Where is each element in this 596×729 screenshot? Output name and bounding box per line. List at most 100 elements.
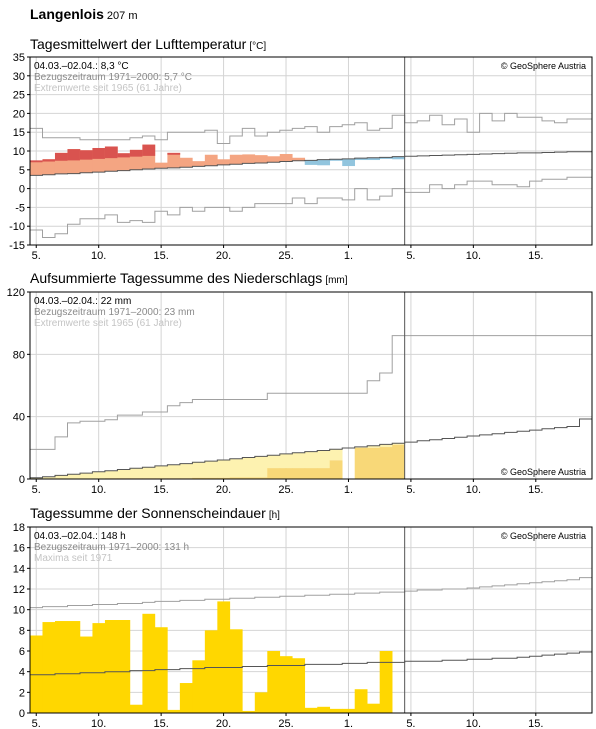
precipitation-deficit-bar <box>317 450 331 469</box>
y-tick-label: 30 <box>13 71 25 83</box>
temperature-anomaly-strong <box>42 159 56 162</box>
temperature-anomaly-bar <box>317 159 331 166</box>
x-tick-label: 20. <box>216 484 231 496</box>
sunshine-bar <box>154 627 168 713</box>
x-tick-label: 10. <box>91 718 106 729</box>
x-tick-label: 25. <box>278 718 293 729</box>
temperature-anomaly-bar <box>329 159 343 161</box>
station-name: Langenlois <box>30 6 104 22</box>
y-tick-label: 0 <box>19 474 25 486</box>
precipitation-deficit-bar <box>92 471 106 479</box>
legend-entry: Extremwerte seit 1965 (61 Jahre) <box>34 318 182 329</box>
precipitation-base-bar <box>267 468 281 479</box>
precipitation-chart-title: Aufsummierte Tagessumme des Niederschlag… <box>30 270 348 286</box>
x-tick-label: 10. <box>466 484 481 496</box>
x-tick-label: 1. <box>344 484 353 496</box>
sunshine-bar <box>329 708 343 713</box>
precipitation-base-bar <box>354 447 368 479</box>
y-tick-label: 35 <box>13 52 25 64</box>
y-tick-label: 10 <box>13 146 25 158</box>
y-tick-label: 0 <box>19 708 25 720</box>
sunshine-bar <box>179 683 193 713</box>
precipitation-deficit-bar <box>367 445 380 448</box>
temperature-chart-title: Tagesmittelwert der Lufttemperatur [°C] <box>30 36 266 52</box>
temperature-title-text: Tagesmittelwert der Lufttemperatur <box>30 36 247 52</box>
precipitation-deficit-bar <box>229 458 243 478</box>
y-tick-label: 14 <box>13 563 25 575</box>
temperature-anomaly-bar <box>229 154 243 165</box>
precipitation-base-bar <box>379 447 393 479</box>
chart-panel-3: 0 2 4 6 8 10 12 14 16 18 5. 10. 15. 20. 25. 1. 5. 10. 15. 0… <box>13 522 593 729</box>
sunshine-bar <box>79 636 93 713</box>
y-tick-label: 8 <box>19 625 25 637</box>
x-tick-label: 10. <box>466 250 481 262</box>
x-tick-label: 1. <box>344 718 353 729</box>
precipitation-deficit-bar <box>67 474 81 479</box>
sunshine-bar <box>242 710 256 713</box>
sunshine-bar <box>30 635 43 713</box>
legend-entry: Bezugszeitraum 1971–2000: 131 h <box>34 542 189 553</box>
legend-entry: Bezugszeitraum 1971–2000: 23 mm <box>34 307 195 318</box>
temperature-anomaly-bar <box>117 153 131 171</box>
precipitation-deficit-bar <box>292 452 306 469</box>
precipitation-deficit-bar <box>204 461 218 478</box>
temperature-anomaly-bar <box>192 161 206 167</box>
precipitation-unit: [mm] <box>325 275 348 286</box>
sunshine-bar <box>92 623 106 713</box>
legend-entry: 04.03.–02.04.: 8,3 °C <box>34 61 129 72</box>
x-tick-label: 10. <box>91 250 106 262</box>
extreme-max-line <box>30 577 592 609</box>
y-tick-label: 80 <box>13 349 25 361</box>
x-tick-label: 5. <box>406 718 415 729</box>
legend-entry: Maxima seit 1971 <box>34 553 113 564</box>
x-tick-label: 15. <box>528 484 543 496</box>
sunshine-bar <box>379 651 393 713</box>
sunshine-bar <box>42 622 56 713</box>
sunshine-bar <box>117 620 131 713</box>
x-tick-label: 25. <box>278 250 293 262</box>
temperature-anomaly-strong <box>54 152 68 161</box>
x-tick-label: 15. <box>528 718 543 729</box>
temperature-anomaly-bar <box>217 159 231 165</box>
temperature-anomaly-bar <box>379 157 393 159</box>
extreme-max-line <box>30 112 592 144</box>
temperature-anomaly-strong <box>92 147 106 159</box>
sunshine-bar <box>354 689 368 713</box>
sunshine-bar <box>317 706 331 713</box>
precipitation-deficit-bar <box>104 470 118 479</box>
temperature-anomaly-bar <box>392 156 405 160</box>
y-tick-label: 16 <box>13 543 25 555</box>
precipitation-base-bar <box>242 477 256 479</box>
y-tick-label: 40 <box>13 412 25 424</box>
legend-entry: Extremwerte seit 1965 (61 Jahre) <box>34 83 182 94</box>
sunshine-unit: [h] <box>268 510 280 521</box>
precipitation-base-bar <box>254 477 268 479</box>
precipitation-deficit-bar <box>254 456 268 478</box>
precipitation-deficit-bar <box>242 457 256 478</box>
temperature-anomaly-bar <box>179 157 193 168</box>
precipitation-deficit-bar <box>279 453 293 469</box>
temperature-anomaly-bar <box>267 156 281 163</box>
x-tick-label: 15. <box>153 250 168 262</box>
y-tick-label: -5 <box>15 202 25 214</box>
y-tick-label: 18 <box>13 522 25 534</box>
x-tick-label: 10. <box>91 484 106 496</box>
temperature-anomaly-strong <box>129 149 143 157</box>
sunshine-bar <box>279 656 293 713</box>
y-tick-label: 15 <box>13 127 25 139</box>
reference-line <box>30 418 592 479</box>
x-tick-label: 10. <box>466 718 481 729</box>
temperature-anomaly-strong <box>142 144 156 156</box>
precipitation-base-bar <box>229 477 243 479</box>
precipitation-deficit-bar <box>54 475 68 479</box>
sunshine-chart-title: Tagessumme der Sonnenscheindauer [h] <box>30 505 280 521</box>
precipitation-deficit-bar <box>154 465 168 479</box>
x-tick-label: 1. <box>344 250 353 262</box>
precipitation-deficit-bar <box>392 443 405 445</box>
precipitation-base-bar <box>192 477 206 479</box>
x-tick-label: 15. <box>528 250 543 262</box>
x-tick-label: 25. <box>278 484 293 496</box>
precipitation-deficit-bar <box>42 476 56 479</box>
precipitation-deficit-bar <box>129 468 143 479</box>
x-tick-label: 20. <box>216 250 231 262</box>
